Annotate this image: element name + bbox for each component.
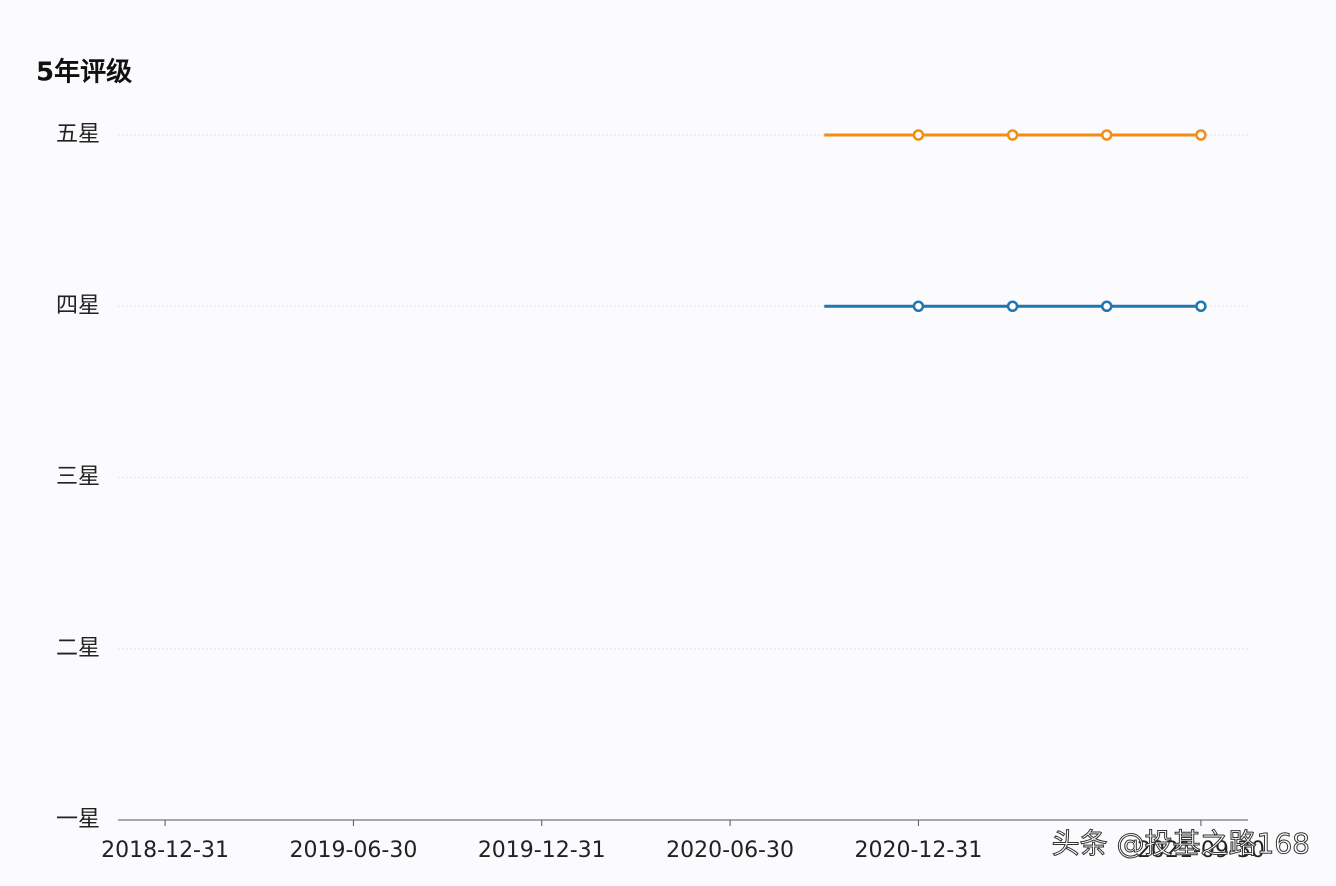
y-tick-label: 三星 [56, 465, 100, 490]
y-tick-label: 一星 [56, 807, 100, 832]
x-tick-label: 2020-06-30 [666, 838, 794, 863]
point [912, 129, 925, 141]
watermark: 头条 @投基之路168 [1052, 827, 1310, 860]
y-tick-label: 五星 [56, 122, 100, 147]
y-tick-label: 四星 [56, 293, 100, 318]
point [1006, 129, 1019, 141]
point [1006, 300, 1019, 312]
x-tick-label: 2018-12-31 [101, 838, 229, 863]
x-tick-label: 2021-09-30 [1137, 838, 1265, 863]
y-tick-label: 二星 [56, 636, 100, 661]
chart-title: 5年评级 [36, 57, 132, 88]
point [1195, 129, 1207, 141]
x-tick-label: 2019-12-31 [478, 838, 606, 863]
point [1101, 300, 1113, 312]
point [1195, 300, 1207, 312]
x-tick-label: 2020-12-31 [854, 838, 982, 863]
x-tick-label: 2019-06-30 [289, 838, 417, 863]
point [1101, 129, 1113, 141]
point [912, 300, 925, 312]
